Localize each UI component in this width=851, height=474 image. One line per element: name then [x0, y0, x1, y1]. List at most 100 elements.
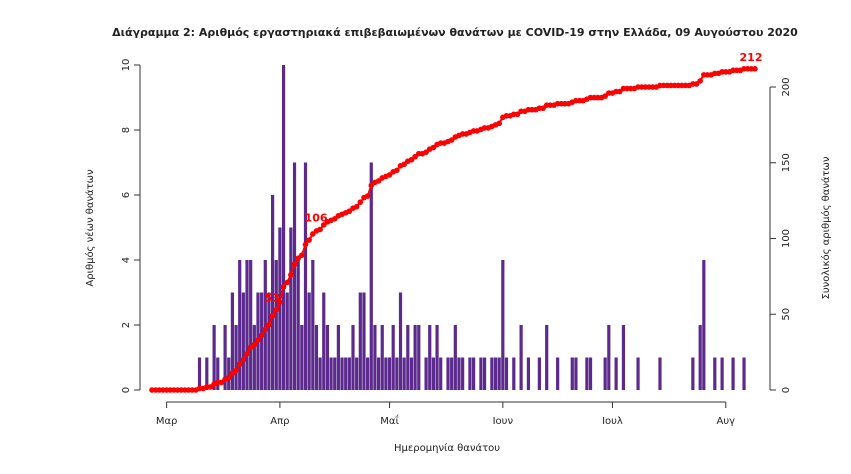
bar: [234, 325, 238, 390]
y-tick-label: 6: [121, 192, 132, 198]
bar: [556, 357, 560, 390]
y2-tick-label: 0: [781, 387, 792, 393]
bar: [267, 292, 271, 390]
x-tick-label: Μαρ: [156, 416, 178, 427]
data-label: 212: [740, 51, 763, 64]
bar: [395, 357, 399, 390]
bar: [238, 260, 242, 390]
bar: [574, 357, 578, 390]
bar: [658, 357, 662, 390]
y2-axis-label: Συνολικός αριθμός θανάτων: [820, 156, 832, 299]
chart-title: Διάγραμμα 2: Αριθμός εργαστηριακά επιβεβ…: [112, 26, 798, 39]
bar: [731, 357, 735, 390]
line-point: [266, 322, 272, 328]
bar: [252, 325, 256, 390]
line-point: [236, 361, 243, 368]
bar: [241, 292, 245, 390]
bar: [537, 357, 541, 390]
bar: [413, 325, 417, 390]
bar: [384, 357, 388, 390]
bar: [698, 325, 702, 390]
line-point: [225, 375, 232, 381]
bar: [417, 325, 421, 390]
line-point: [317, 226, 323, 233]
bar: [439, 357, 443, 390]
y-tick-label: 8: [121, 127, 132, 133]
bar: [391, 325, 395, 390]
line-point: [284, 279, 291, 286]
bar: [453, 325, 457, 390]
bar: [424, 357, 428, 390]
bar: [446, 357, 450, 390]
bar: [249, 260, 253, 390]
y-tick-label: 4: [121, 257, 132, 263]
line-point: [394, 167, 400, 174]
y-tick-label: 10: [121, 59, 132, 72]
line-point: [258, 332, 265, 339]
bar: [336, 325, 340, 390]
bar: [278, 227, 282, 390]
x-tick-label: Ιουν: [493, 416, 514, 427]
bar: [260, 292, 264, 390]
line-point: [306, 237, 312, 243]
bar: [322, 292, 326, 390]
bar: [223, 325, 227, 390]
bar: [691, 357, 695, 390]
bar: [369, 162, 373, 390]
bar: [450, 357, 454, 390]
bar: [702, 260, 706, 390]
y2-tick-label: 200: [781, 77, 792, 96]
line-point: [273, 306, 280, 313]
y-axis-label: Αριθμός νέων θανάτων: [84, 169, 96, 287]
bar: [504, 357, 509, 390]
data-label: 53: [265, 292, 280, 305]
bar: [205, 357, 209, 390]
y2-tick-label: 100: [781, 229, 792, 248]
bar: [490, 357, 494, 390]
bar: [216, 357, 220, 390]
bar: [314, 325, 319, 390]
bar: [296, 260, 300, 390]
line-point: [299, 252, 305, 258]
bar: [271, 195, 275, 390]
line-point: [255, 337, 261, 343]
line-point: [244, 350, 250, 357]
line-point: [357, 199, 364, 205]
x-tick-label: Ιουλ: [602, 416, 623, 427]
x-tick-label: Μαΐ: [380, 413, 399, 427]
line-point: [240, 356, 247, 363]
line-point: [752, 66, 758, 72]
bar: [607, 325, 611, 390]
bar: [742, 357, 746, 390]
bar: [570, 357, 574, 390]
y2-tick-label: 50: [781, 308, 792, 321]
bar: [340, 357, 344, 390]
bar: [300, 325, 304, 390]
y-tick-label: 2: [121, 322, 132, 328]
line-point: [280, 284, 287, 290]
bar: [281, 65, 286, 390]
bar: [355, 357, 359, 390]
bar: [406, 325, 410, 390]
bar: [621, 325, 626, 390]
x-axis-label: Ημερομηνία θανάτου: [394, 442, 500, 454]
bar: [588, 357, 593, 390]
bar: [461, 357, 465, 390]
line-point: [302, 241, 309, 248]
bar: [457, 357, 461, 390]
bar: [289, 227, 293, 390]
bar: [245, 260, 249, 390]
bar: [479, 357, 483, 390]
bar: [493, 357, 498, 390]
bar: [468, 357, 472, 390]
bar: [387, 357, 392, 390]
bar: [285, 292, 289, 390]
line-point: [496, 120, 502, 127]
line-point: [288, 272, 294, 278]
bar: [526, 357, 531, 390]
bar: [358, 292, 362, 390]
y-tick-label: 0: [121, 387, 132, 393]
bar: [472, 357, 476, 390]
bar: [351, 325, 355, 390]
